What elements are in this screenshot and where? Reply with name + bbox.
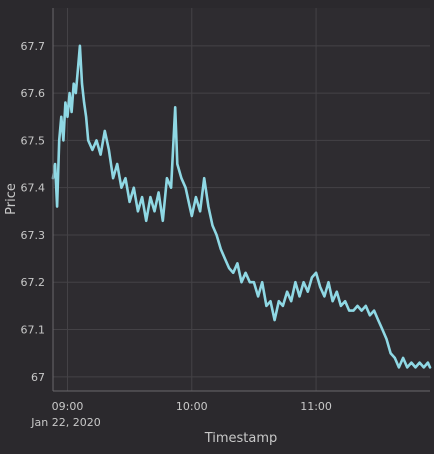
y-tick-label: 67 (31, 371, 45, 384)
series-layer (51, 44, 432, 369)
y-tick-label: 67.4 (21, 182, 46, 195)
plot-area (53, 8, 430, 391)
x-axis-ticks: 09:00 10:00 11:00 (52, 400, 332, 413)
y-axis-ticks: 67 67.1 67.2 67.3 67.4 67.5 67.6 67.7 (21, 40, 46, 384)
x-axis-title: Timestamp (204, 431, 278, 446)
x-axis-date-label: Jan 22, 2020 (30, 416, 100, 429)
x-tick-label: 10:00 (176, 400, 208, 413)
y-tick-label: 67.1 (21, 324, 46, 337)
y-tick-label: 67.3 (21, 229, 46, 242)
y-tick-label: 67.7 (21, 40, 46, 53)
x-tick-label: 11:00 (300, 400, 332, 413)
x-tick-label: 09:00 (52, 400, 84, 413)
y-tick-label: 67.2 (21, 276, 46, 289)
y-axis-title: Price (4, 183, 19, 215)
y-tick-label: 67.5 (21, 134, 46, 147)
price-series-line (51, 44, 432, 369)
y-tick-label: 67.6 (21, 87, 46, 100)
